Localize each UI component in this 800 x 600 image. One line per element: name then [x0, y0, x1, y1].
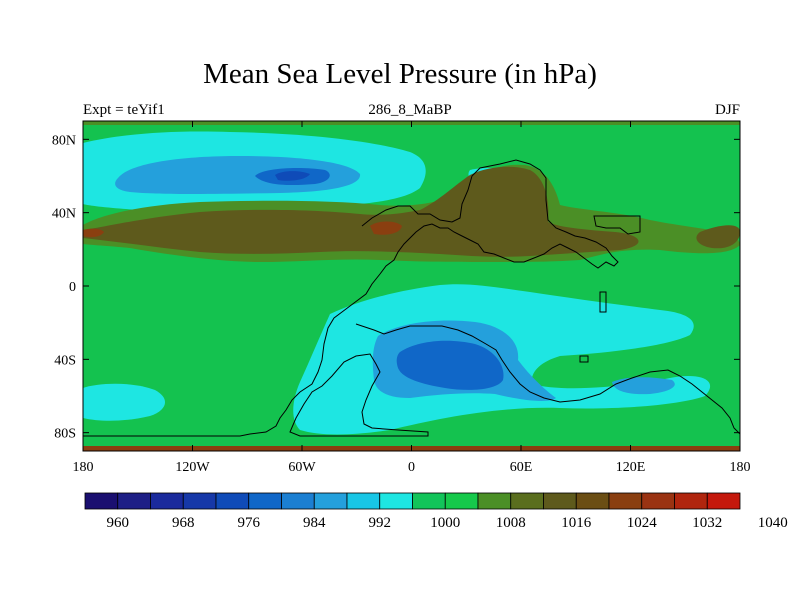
contour-1016-east [696, 225, 740, 249]
contour-976-north-pacific-core [275, 171, 310, 181]
colorbar-swatch [215, 492, 250, 510]
continent-outlines [83, 159, 740, 437]
contour-1016-northern-belt [83, 166, 639, 257]
colorbar-swatch [346, 492, 381, 510]
colorbar-label: 968 [172, 515, 195, 531]
colorbar-label: 1024 [627, 515, 658, 531]
coastline-southern-ring [355, 323, 740, 435]
lon-tick-label: 180 [73, 460, 94, 475]
lon-tick-label: 0 [408, 460, 415, 475]
lat-tick-label: 0 [69, 280, 76, 295]
lon-tick-label: 60W [288, 460, 316, 475]
colorbar-swatch [510, 492, 544, 510]
colorbar-swatch [412, 492, 446, 510]
colorbar: 960 968 976 984 992 1000 1008 1016 1024 1032 1040 [84, 492, 788, 531]
lon-tick-label: 60E [510, 460, 533, 475]
colorbar-swatch [477, 492, 512, 510]
colorbar-swatch [150, 492, 184, 510]
colorbar-swatch [182, 492, 217, 510]
lat-tick-label: 40N [52, 207, 76, 222]
colorbar-swatch [674, 492, 708, 510]
coastline-small-east [599, 291, 607, 313]
lat-tick-label: 80N [52, 133, 76, 148]
colorbar-label: 976 [238, 515, 261, 531]
experiment-label: Expt = teYif1 [83, 102, 165, 118]
lat-tick-label: 40S [54, 353, 76, 368]
colorbar-swatch [117, 492, 151, 510]
contour-992-southeast [612, 377, 675, 395]
axis-layer: 80N 40N 0 40S 80S 180 120W 60W 0 60E 120E 180 [52, 121, 751, 475]
colorbar-swatch [313, 492, 348, 510]
colorbar-label: 1040 [758, 515, 788, 531]
contour-1024-high-core [370, 221, 402, 235]
coastline-north-continent [83, 159, 619, 437]
coastline-south-continent [289, 353, 429, 437]
colorbar-swatch [706, 492, 741, 510]
lat-tick-label: 80S [54, 427, 76, 442]
colorbar-label: 984 [303, 515, 326, 531]
coastline-north-island-chain [593, 215, 641, 235]
colorbar-label: 1032 [692, 515, 722, 531]
colorbar-label: 1000 [430, 515, 460, 531]
contour-1000-southwest-patch [83, 383, 166, 421]
colorbar-label: 1016 [561, 515, 592, 531]
colorbar-swatch [444, 492, 479, 510]
season-label: DJF [714, 102, 740, 118]
colorbar-swatch [248, 492, 282, 510]
contour-field [83, 121, 740, 451]
colorbar-swatch [379, 492, 413, 510]
colorbar-swatch [608, 492, 643, 510]
lon-tick-label: 180 [730, 460, 751, 475]
colorbar-swatch [84, 492, 119, 510]
lon-tick-label: 120W [175, 460, 210, 475]
contour-1024-west-edge [83, 228, 104, 238]
period-label: 286_8_MaBP [368, 102, 452, 118]
colorbar-swatch [575, 492, 610, 510]
contour-984-south [396, 340, 504, 390]
colorbar-label: 960 [107, 515, 130, 531]
colorbar-label: 992 [369, 515, 392, 531]
coastline-small-island [579, 355, 589, 363]
colorbar-swatch [641, 492, 675, 510]
chart-title: Mean Sea Level Pressure (in hPa) [203, 58, 597, 90]
colorbar-swatch [543, 492, 577, 510]
lon-tick-label: 120E [616, 460, 646, 475]
colorbar-swatch [281, 492, 315, 510]
colorbar-label: 1008 [496, 515, 526, 531]
